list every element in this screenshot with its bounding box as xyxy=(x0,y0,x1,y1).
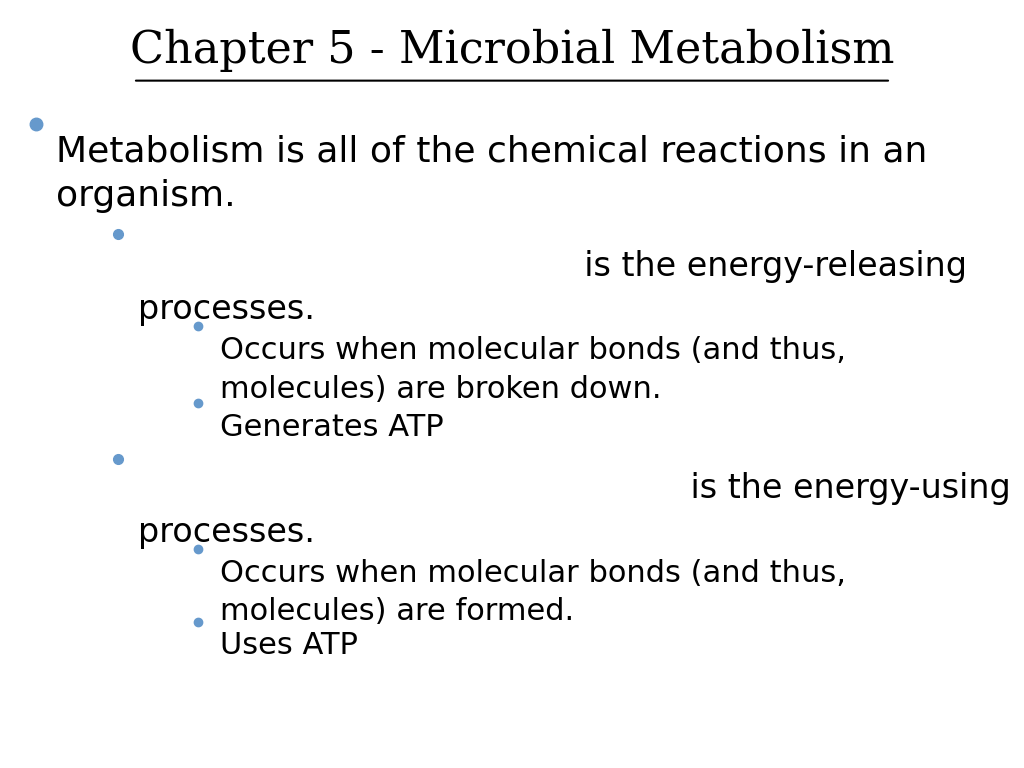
Text: is the energy-using
processes.: is the energy-using processes. xyxy=(138,472,1011,548)
Text: Metabolism is all of the chemical reactions in an
organism.: Metabolism is all of the chemical reacti… xyxy=(56,134,928,214)
Text: Uses ATP: Uses ATP xyxy=(220,631,358,660)
Text: is the energy-releasing
processes.: is the energy-releasing processes. xyxy=(138,250,968,326)
Text: Occurs when molecular bonds (and thus,
molecules) are broken down.: Occurs when molecular bonds (and thus, m… xyxy=(220,336,846,404)
Text: Occurs when molecular bonds (and thus,
molecules) are formed.: Occurs when molecular bonds (and thus, m… xyxy=(220,559,846,627)
Text: Chapter 5 - Microbial Metabolism: Chapter 5 - Microbial Metabolism xyxy=(130,28,894,71)
Text: Generates ATP: Generates ATP xyxy=(220,413,443,442)
